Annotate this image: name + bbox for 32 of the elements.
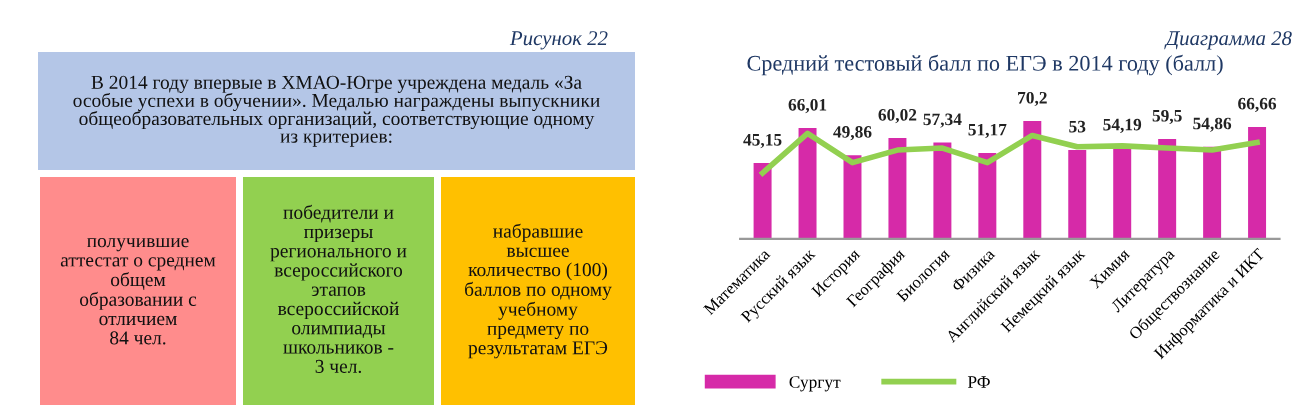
legend-label: Сургут: [789, 376, 841, 392]
text: В 2014 году впервые в ХМАО-Югре учреждена медаль «За особые успехи в обучении». Медалью награждены выпускники общеобразовательных организаций, соответствующие одному из критериев:: [73, 75, 600, 147]
data-label: 54,86: [1193, 117, 1232, 132]
data-label: 53: [1069, 120, 1086, 133]
text: получившие аттестат о среднем общем образовании с отличием 84 чел.: [60, 237, 216, 345]
text: Рисунок 22: [509, 31, 608, 50]
bar: [798, 128, 817, 239]
data-label: 57,34: [923, 113, 962, 128]
data-label: 59,5: [1152, 109, 1182, 125]
data-label: 45,15: [743, 134, 782, 149]
text: Диаграмма 28: [1164, 31, 1292, 50]
bar: [1068, 149, 1087, 239]
bar: [843, 155, 862, 239]
bar: [1248, 126, 1267, 239]
bar: [1113, 147, 1132, 239]
data-label: 51,17: [968, 123, 1007, 139]
data-label: 70,2: [1018, 91, 1047, 107]
data-label: 66,66: [1238, 97, 1277, 113]
text: набравшие высшее количество (100) баллов по одному учебному предмету по результатам ЕГЭ: [465, 223, 612, 359]
data-label: 54,19: [1103, 118, 1142, 133]
bar: [888, 138, 907, 239]
data-label: 60,02: [878, 108, 917, 124]
bar: [1158, 138, 1177, 239]
bar: [753, 163, 772, 239]
legend-label: РФ: [967, 376, 990, 388]
chart-title: Средний тестовый балл по ЕГЭ в 2014 году (балл): [747, 54, 1223, 76]
bar: [933, 142, 952, 239]
data-label: 66,01: [788, 98, 827, 114]
bar: [978, 152, 997, 239]
bar: [1023, 121, 1042, 239]
text: победители и призеры регионального и всероссийского этапов всероссийской олимпиады школьников - 3 чел.: [270, 204, 407, 373]
data-label: 49,86: [833, 126, 872, 141]
